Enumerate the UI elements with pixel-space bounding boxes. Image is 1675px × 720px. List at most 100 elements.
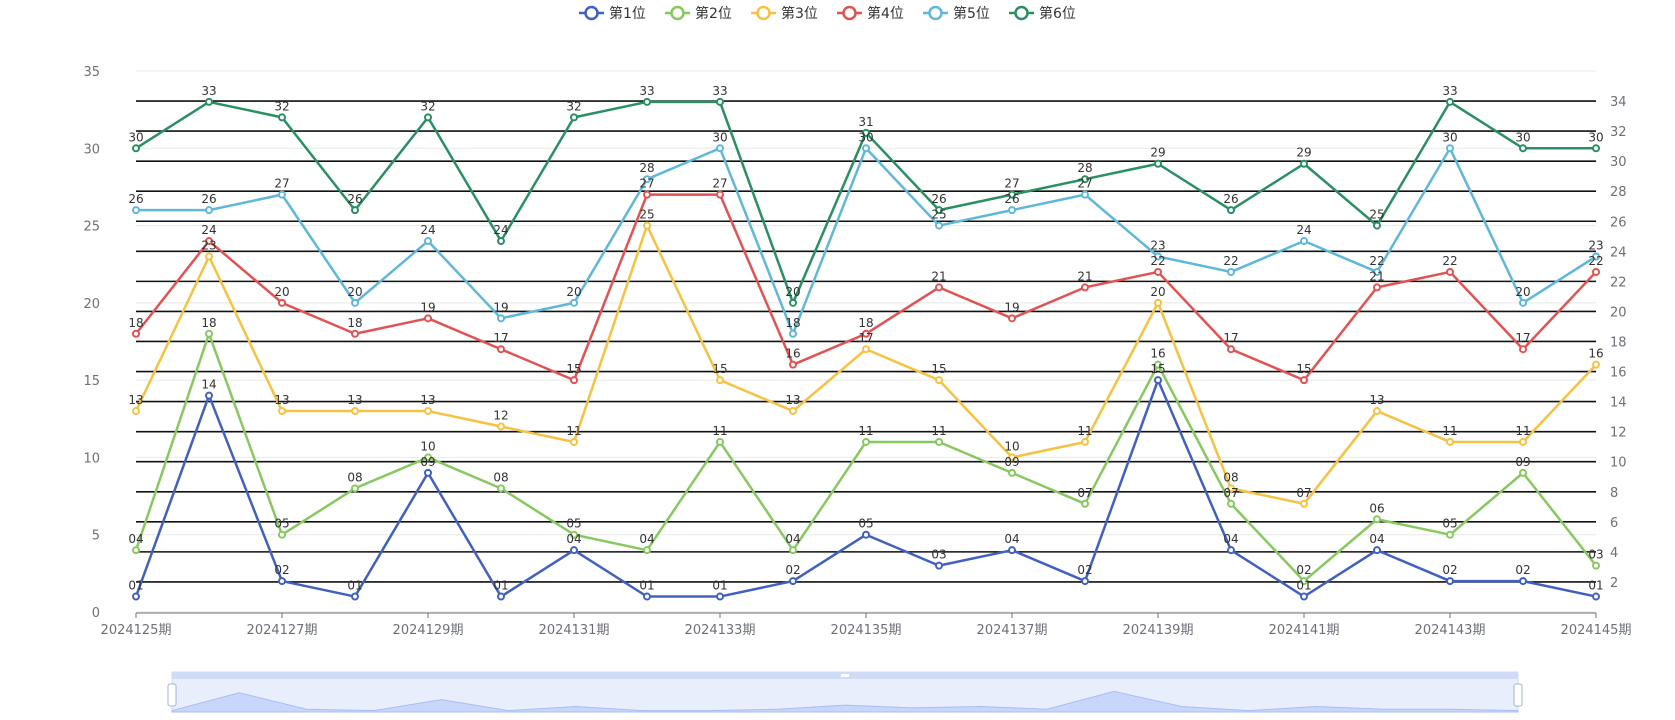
data-point[interactable] xyxy=(1592,592,1600,601)
data-point[interactable] xyxy=(205,97,213,106)
legend-item[interactable]: 第2位 xyxy=(665,5,732,22)
data-point[interactable] xyxy=(1227,267,1235,276)
data-point[interactable] xyxy=(1154,267,1162,276)
data-point[interactable] xyxy=(278,190,286,199)
data-point[interactable] xyxy=(643,175,651,184)
data-point[interactable] xyxy=(643,221,651,230)
data-point[interactable] xyxy=(643,546,651,555)
data-point[interactable] xyxy=(351,298,359,307)
data-point[interactable] xyxy=(205,391,213,400)
data-point[interactable] xyxy=(132,407,140,416)
data-point[interactable] xyxy=(278,298,286,307)
data-point[interactable] xyxy=(1519,345,1527,354)
data-point[interactable] xyxy=(351,329,359,338)
data-point[interactable] xyxy=(278,577,286,586)
data-point[interactable] xyxy=(716,190,724,199)
data-point[interactable] xyxy=(1081,190,1089,199)
legend-item[interactable]: 第6位 xyxy=(1009,5,1076,22)
data-point[interactable] xyxy=(935,437,943,446)
data-point[interactable] xyxy=(1373,546,1381,555)
data-point[interactable] xyxy=(1373,283,1381,292)
data-point[interactable] xyxy=(935,206,943,215)
data-point[interactable] xyxy=(789,577,797,586)
data-point[interactable] xyxy=(205,237,213,246)
data-point[interactable] xyxy=(1373,515,1381,524)
data-point[interactable] xyxy=(1592,252,1600,261)
data-point[interactable] xyxy=(570,113,578,122)
data-point[interactable] xyxy=(716,97,724,106)
data-point[interactable] xyxy=(862,530,870,539)
data-point[interactable] xyxy=(205,329,213,338)
data-point[interactable] xyxy=(789,298,797,307)
data-point[interactable] xyxy=(716,376,724,385)
data-point[interactable] xyxy=(570,298,578,307)
data-point[interactable] xyxy=(1592,267,1600,276)
data-point[interactable] xyxy=(278,407,286,416)
data-point[interactable] xyxy=(424,468,432,477)
data-point[interactable] xyxy=(1227,345,1235,354)
data-point[interactable] xyxy=(1300,237,1308,246)
data-point[interactable] xyxy=(643,97,651,106)
data-point[interactable] xyxy=(1519,577,1527,586)
data-point[interactable] xyxy=(1300,159,1308,168)
data-point[interactable] xyxy=(1300,592,1308,601)
data-point[interactable] xyxy=(1592,144,1600,153)
data-zoom-slider[interactable] xyxy=(167,671,1523,713)
data-point[interactable] xyxy=(1154,252,1162,261)
data-point[interactable] xyxy=(1446,97,1454,106)
data-point[interactable] xyxy=(424,113,432,122)
data-point[interactable] xyxy=(1446,577,1454,586)
data-point[interactable] xyxy=(570,530,578,539)
data-point[interactable] xyxy=(1227,546,1235,555)
data-point[interactable] xyxy=(935,376,943,385)
data-point[interactable] xyxy=(1008,546,1016,555)
data-point[interactable] xyxy=(1519,298,1527,307)
data-point[interactable] xyxy=(1446,437,1454,446)
data-point[interactable] xyxy=(1519,144,1527,153)
data-point[interactable] xyxy=(935,283,943,292)
data-point[interactable] xyxy=(789,360,797,369)
data-point[interactable] xyxy=(351,206,359,215)
legend-item[interactable]: 第1位 xyxy=(579,5,646,22)
data-point[interactable] xyxy=(424,237,432,246)
data-point[interactable] xyxy=(1154,360,1162,369)
data-point[interactable] xyxy=(1008,190,1016,199)
data-point[interactable] xyxy=(789,546,797,555)
data-point[interactable] xyxy=(570,437,578,446)
data-point[interactable] xyxy=(278,113,286,122)
data-point[interactable] xyxy=(862,329,870,338)
data-point[interactable] xyxy=(1154,159,1162,168)
zoom-left-handle[interactable] xyxy=(167,683,177,707)
data-point[interactable] xyxy=(1373,221,1381,230)
data-point[interactable] xyxy=(643,592,651,601)
data-point[interactable] xyxy=(1227,499,1235,508)
data-point[interactable] xyxy=(716,437,724,446)
data-point[interactable] xyxy=(716,144,724,153)
data-point[interactable] xyxy=(1519,468,1527,477)
data-point[interactable] xyxy=(132,144,140,153)
data-point[interactable] xyxy=(1592,360,1600,369)
data-point[interactable] xyxy=(497,314,505,323)
data-point[interactable] xyxy=(132,546,140,555)
data-point[interactable] xyxy=(278,530,286,539)
data-point[interactable] xyxy=(1081,437,1089,446)
zoom-move-handle-icon[interactable] xyxy=(841,674,849,677)
data-point[interactable] xyxy=(1081,175,1089,184)
data-point[interactable] xyxy=(1081,499,1089,508)
data-point[interactable] xyxy=(424,453,432,462)
data-point[interactable] xyxy=(1154,298,1162,307)
data-point[interactable] xyxy=(1081,283,1089,292)
data-point[interactable] xyxy=(132,206,140,215)
data-point[interactable] xyxy=(497,345,505,354)
data-point[interactable] xyxy=(1446,267,1454,276)
data-point[interactable] xyxy=(1446,530,1454,539)
data-point[interactable] xyxy=(1227,206,1235,215)
zoom-right-handle[interactable] xyxy=(1513,683,1523,707)
data-point[interactable] xyxy=(862,345,870,354)
data-point[interactable] xyxy=(1519,437,1527,446)
data-point[interactable] xyxy=(424,407,432,416)
data-point[interactable] xyxy=(1008,453,1016,462)
data-point[interactable] xyxy=(570,376,578,385)
data-point[interactable] xyxy=(1300,577,1308,586)
data-point[interactable] xyxy=(1373,267,1381,276)
